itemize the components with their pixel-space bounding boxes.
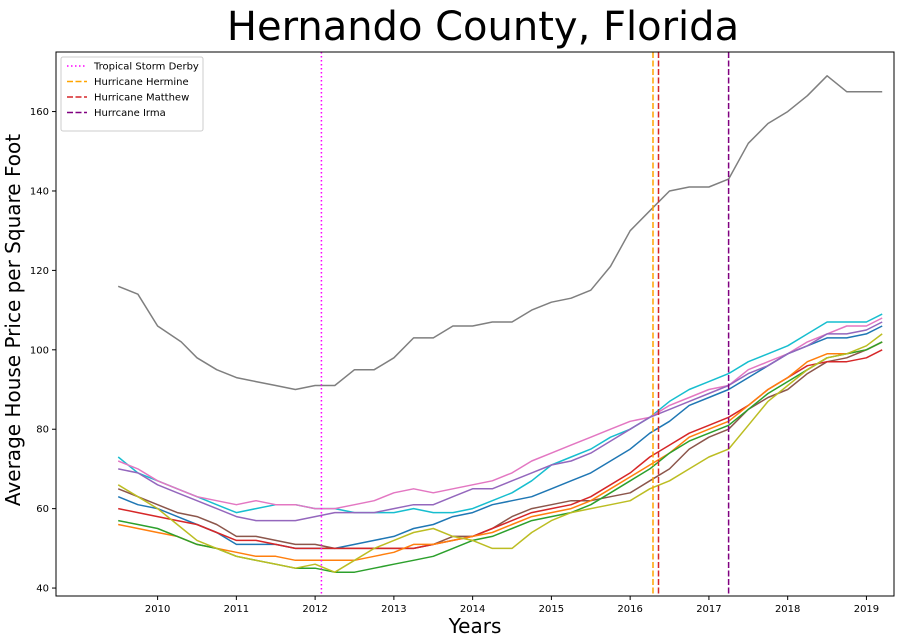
series-line-7 [118, 349, 883, 550]
x-tick-label: 2014 [460, 604, 485, 615]
x-tick-label: 2017 [696, 604, 721, 615]
axes: 2010 2011 2012 2013 2014 2015 2016 2017 2018 2019… [30, 107, 879, 615]
series-line-1 [117, 75, 883, 391]
series-line-3 [117, 317, 883, 510]
y-tick-label: 40 [36, 584, 49, 595]
x-tick-label: 2016 [617, 604, 642, 615]
x-tick-label: 2015 [539, 604, 564, 615]
y-tick-label: 160 [30, 107, 49, 118]
legend: Tropical Storm Derby Hurricane Hermine Hur… [60, 56, 204, 132]
x-tick-label: 2019 [854, 604, 879, 615]
series-layer [117, 75, 883, 573]
x-tick-label: 2010 [145, 604, 170, 615]
series-line-6 [117, 341, 883, 550]
y-tick-label: 80 [36, 425, 49, 436]
y-tick-label: 60 [36, 504, 49, 515]
x-axis-label: Years [448, 614, 502, 638]
plot-frame [55, 51, 895, 597]
x-tick-label: 2012 [302, 604, 327, 615]
legend-box [60, 56, 204, 132]
x-tick-label: 2011 [224, 604, 249, 615]
series-line-2 [117, 313, 883, 514]
legend-entry: Tropical Storm Derby [93, 62, 199, 73]
y-tick-label: 100 [30, 345, 49, 356]
y-tick-label: 140 [30, 186, 49, 197]
x-tick-label: 2013 [381, 604, 406, 615]
series-line-8 [118, 341, 883, 562]
series-line-5 [118, 321, 883, 522]
series-line-10 [117, 333, 883, 573]
series-line-4 [117, 325, 883, 550]
legend-entry: Hurricane Matthew [94, 93, 189, 104]
chart-title: Hernando County, Florida [227, 4, 739, 50]
x-tick-label: 2018 [775, 604, 800, 615]
event-lines [320, 52, 730, 596]
y-axis-label: Average House Price per Square Foot [1, 134, 25, 506]
legend-entry: Hurricane Hermine [94, 77, 189, 88]
legend-entry: Hurrcane Irma [94, 108, 166, 119]
y-tick-label: 120 [30, 266, 49, 277]
